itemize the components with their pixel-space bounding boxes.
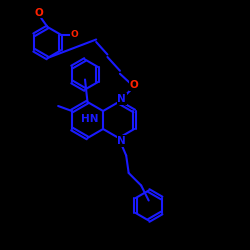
- Text: O: O: [129, 80, 138, 90]
- Text: N: N: [117, 136, 126, 146]
- Text: HN: HN: [81, 114, 99, 124]
- Text: O: O: [71, 30, 78, 39]
- Text: N: N: [117, 94, 126, 104]
- Text: O: O: [34, 8, 43, 18]
